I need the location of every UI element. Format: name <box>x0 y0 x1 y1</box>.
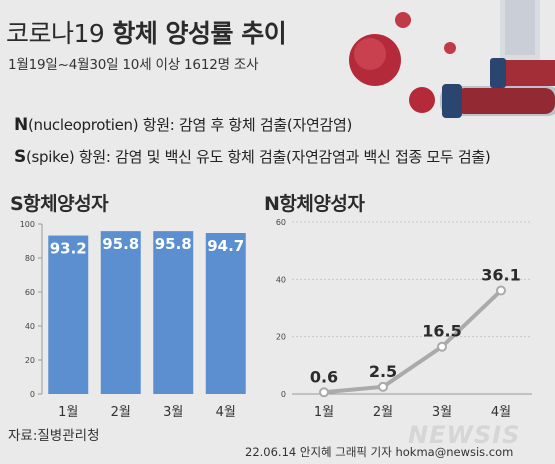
n-chart-title: N항체양성자 <box>264 193 365 215</box>
s-y-tick-label: 80 <box>25 254 35 263</box>
s-bar-value-label: 94.7 <box>207 237 244 255</box>
n-antibody-line-chart: 0 20 40 60 0.6 1월 2.5 2월 16.5 3월 36.1 4월 <box>276 218 532 420</box>
s-x-tick-label: 4월 <box>216 405 236 420</box>
subtitle: 1월19일~4월30일 10세 이상 1612명 조사 <box>8 57 259 73</box>
n-value-label: 36.1 <box>481 266 520 285</box>
n-x-tick-label: 4월 <box>491 405 511 420</box>
n-value-label: 2.5 <box>369 362 397 381</box>
n-y-tick-label: 20 <box>276 333 286 342</box>
virus-small <box>395 12 456 113</box>
s-y-tick-label: 40 <box>25 322 35 331</box>
n-x-tick-label: 2월 <box>373 405 393 420</box>
n-y-tick-label: 0 <box>281 390 286 399</box>
antigen-s-text: (spike) 항원: 감염 및 백신 유도 항체 검출(자연감염과 백신 접종… <box>25 148 491 166</box>
s-chart-title: S항체양성자 <box>10 193 109 215</box>
s-bar-value-label: 93.2 <box>50 240 87 258</box>
virus-tube-illustration <box>349 0 555 118</box>
n-series-line <box>323 289 503 395</box>
s-y-tick-label: 20 <box>25 356 35 365</box>
s-y-tick-label: 0 <box>30 390 35 399</box>
s-x-tick-label: 2월 <box>111 405 131 420</box>
s-bar <box>205 233 246 394</box>
antigen-n-description: N(nucleoprotien) 항원: 감염 후 항체 검출(자연감염) <box>14 114 352 135</box>
n-y-tick-label: 60 <box>276 218 286 227</box>
n-x-tick-label: 1월 <box>314 405 334 420</box>
s-bar-value-label: 95.8 <box>102 235 139 253</box>
page-title: 코로나19 항체 양성률 추이 <box>6 14 287 50</box>
antigen-n-letter: N <box>14 115 28 135</box>
s-bar <box>100 231 141 394</box>
n-point <box>437 341 447 352</box>
title-bold: 항체 양성률 추이 <box>112 19 287 48</box>
test-tubes <box>440 0 555 118</box>
source-note: 자료:질병관리청 <box>8 428 100 444</box>
n-x-tick-label: 3월 <box>432 405 452 420</box>
title-light: 코로나19 <box>6 19 105 48</box>
s-bar <box>153 231 194 394</box>
s-antibody-bar-chart: 0 20 40 60 80 100 93.2 1월 95.8 2월 95.8 3월 94.7 4월 <box>20 220 246 420</box>
s-y-tick-label: 100 <box>20 220 35 229</box>
s-bar <box>48 235 89 394</box>
newsis-watermark: NEWSIS <box>408 421 521 449</box>
antigen-s-description: S(spike) 항원: 감염 및 백신 유도 항체 검출(자연감염과 백신 접… <box>14 146 491 167</box>
n-point <box>319 387 329 398</box>
n-value-label: 0.6 <box>310 367 338 386</box>
s-x-tick-label: 3월 <box>163 405 183 420</box>
n-point <box>378 381 388 392</box>
credit-line: 22.06.14 안지혜 그래픽 기자 hokma@newsis.com <box>245 445 514 459</box>
antigen-s-letter: S <box>14 147 26 167</box>
antigen-n-text: (nucleoprotien) 항원: 감염 후 항체 검출(자연감염) <box>27 116 352 134</box>
s-x-tick-label: 1월 <box>58 405 78 420</box>
virus-large <box>349 34 401 86</box>
s-bar-value-label: 95.8 <box>155 235 192 253</box>
n-point <box>496 285 506 296</box>
n-y-tick-label: 40 <box>276 275 286 284</box>
s-y-tick-label: 60 <box>25 288 35 297</box>
n-value-label: 16.5 <box>422 322 461 341</box>
